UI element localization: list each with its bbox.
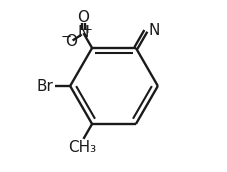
Text: Br: Br: [37, 78, 53, 94]
Text: −: −: [61, 31, 72, 44]
Text: N: N: [148, 23, 160, 38]
Text: +: +: [82, 23, 92, 36]
Text: O: O: [65, 34, 77, 49]
Text: O: O: [77, 10, 89, 25]
Text: N: N: [77, 25, 89, 40]
Text: CH₃: CH₃: [68, 140, 96, 155]
